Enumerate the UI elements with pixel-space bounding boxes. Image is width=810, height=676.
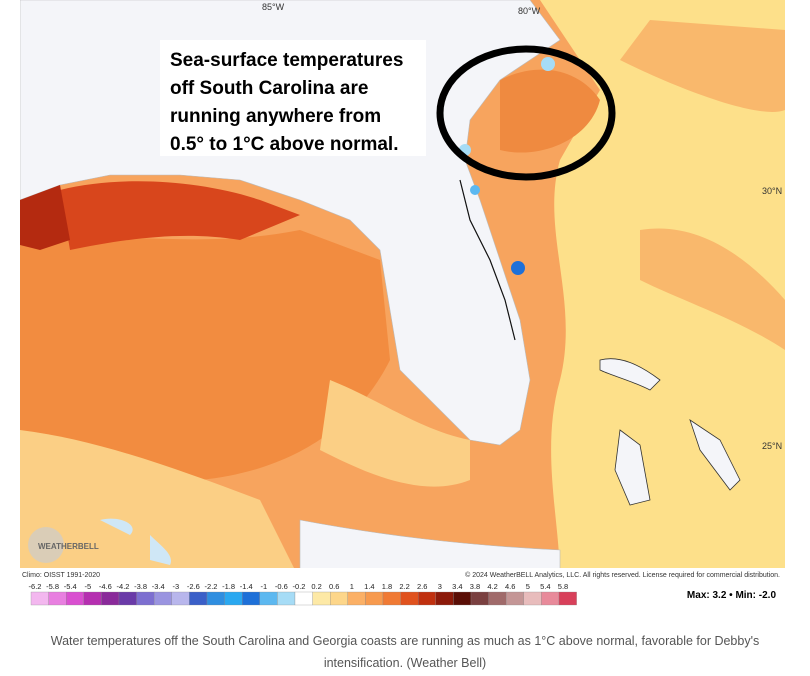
colorbar-tick-label: -1 [260,582,267,591]
colorbar-tick-label: -3.4 [152,582,165,591]
colorbar-tick-label: -5.8 [46,582,59,591]
color-swatch [30,591,49,606]
color-swatch [242,591,260,606]
cold-spot [541,57,555,71]
color-swatch [523,591,542,606]
color-swatch [224,591,243,606]
colorbar-tick-label: 5.4 [540,582,550,591]
max-min: Max: 3.2 • Min: -2.0 [687,590,777,601]
colorbar-tick-label: 3.4 [452,582,462,591]
hot-coast [20,185,70,250]
colorbar-tick-label: 5 [526,582,530,591]
sc-warm [500,69,600,153]
color-swatch [83,591,102,606]
cool-patch [100,518,171,565]
colorbar-tick-label: -2.2 [205,582,218,591]
cool-gulf [20,430,300,580]
coastline [459,179,516,341]
logo: WEATHERBELL [38,542,99,551]
lat-label: 30°N [762,186,782,196]
color-swatch [259,591,278,606]
lon-label: 85°W [262,2,285,12]
colorbar-tick-label: 3 [438,582,442,591]
colorbar-tick-label: 5.8 [558,582,568,591]
color-swatch [171,591,190,606]
colorbar-tick-label: -3.8 [134,582,147,591]
colorbar-tick-label: -0.6 [275,582,288,591]
color-swatch [118,591,137,606]
footer-strip [20,568,785,580]
colorbar-tick-label: 1 [350,582,354,591]
color-swatch [400,591,419,606]
color-swatch [277,591,296,606]
colorbar-tick-label: -1.8 [222,582,235,591]
logo-icon [28,527,64,563]
copyright: © 2024 WeatherBELL Analytics, LLC. All r… [465,571,780,579]
lat-label: 25°N [762,441,782,451]
annotation-line: Sea-surface temperatures [170,50,403,71]
cold-spot [511,261,525,275]
color-swatch [154,591,172,606]
color-swatch [206,591,225,606]
annotation-line: running anywhere from [170,106,381,127]
colorbar-tick-label: 3.8 [470,582,480,591]
colorbar-tick-label: -5 [84,582,91,591]
color-swatch [189,591,208,606]
lon-label: 80°W [518,6,541,16]
color-swatch [418,591,436,606]
colorbar: -6.2 -5.8 -5.4 -5 -4.6 -4.2 -3.8 -3.4 -3 -2.6 -2.2… [29,582,577,606]
colorbar-tick-label: -4.6 [99,582,112,591]
atlantic-warm [620,20,785,112]
bahamas [599,358,741,506]
colorbar-tick-label: 2.6 [417,582,427,591]
cuba [299,519,561,580]
colorbar-tick-label: 0.2 [311,582,321,591]
colorbar-tick-label: -3 [172,582,179,591]
color-swatch [136,591,155,606]
color-swatch [558,591,577,606]
color-swatch [506,591,524,606]
cool-gulf [320,380,470,487]
colorbar-tick-label: -5.4 [64,582,77,591]
colorbar-tick-label: -1.4 [240,582,253,591]
color-swatch [48,591,67,606]
caption: Water temperatures off the South Carolin… [50,634,760,670]
color-swatch [488,591,507,606]
colorbar-tick-label: 0.6 [329,582,339,591]
color-swatch [382,591,401,606]
climo-note: Climo: OISST 1991-2020 [22,572,100,579]
annotation-line: 0.5° to 1°C above normal. [170,134,398,155]
color-swatch [66,591,84,606]
annotation-line: off South Carolina are [170,78,368,99]
map-figure: Sea-surface temperatures off South Carol… [20,0,785,606]
colorbar-tick-label: 1.8 [382,582,392,591]
color-swatch [101,591,120,606]
colorbar-tick-label: 2.2 [399,582,409,591]
color-swatch [330,591,348,606]
color-swatch [294,591,313,606]
highlight-circle [436,45,616,181]
color-swatch [435,591,454,606]
color-swatch [453,591,472,606]
color-swatch [541,591,560,606]
color-swatch [470,591,489,606]
colorbar-tick-label: -4.2 [117,582,130,591]
colorbar-tick-label: -0.2 [293,582,306,591]
warm-gulf [20,230,390,480]
color-swatch [365,591,384,606]
cold-spot [470,185,480,195]
colorbar-tick-label: 4.6 [505,582,515,591]
colorbar-tick-label: 1.4 [364,582,374,591]
colorbar-tick-label: -6.2 [29,582,42,591]
color-swatch [347,591,366,606]
colorbar-tick-label: 4.2 [487,582,497,591]
atlantic-warm [640,228,785,350]
hot-gulf [60,181,300,250]
annotation-box [160,40,426,156]
colorbar-tick-label: -2.6 [187,582,200,591]
color-swatch [312,591,331,606]
